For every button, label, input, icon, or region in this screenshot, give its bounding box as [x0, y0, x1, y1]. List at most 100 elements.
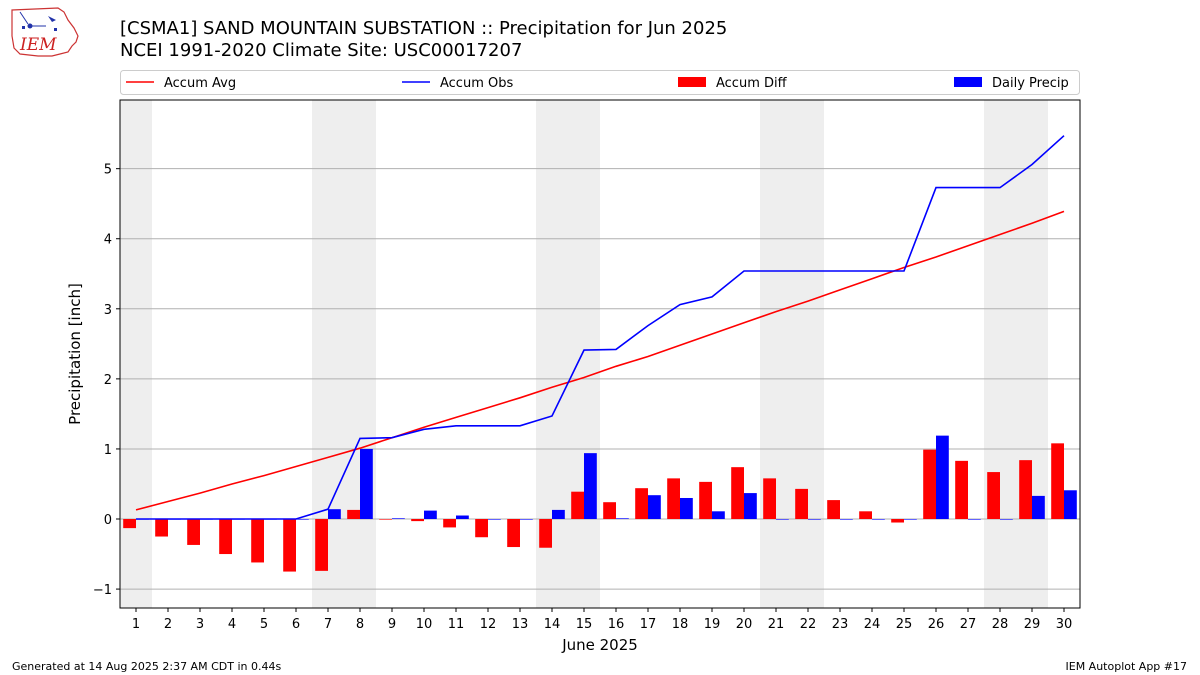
accum-diff-bar	[699, 481, 712, 520]
daily-precip-bar	[488, 519, 501, 520]
daily-precip-bar	[1032, 495, 1045, 520]
daily-precip-bar	[712, 511, 725, 520]
weekend-band	[344, 100, 376, 608]
accum-diff-bar	[987, 472, 1000, 520]
y-axis-label: Precipitation [inch]	[66, 283, 84, 425]
daily-precip-bar	[872, 519, 885, 520]
accum-diff-bar	[955, 460, 968, 520]
accum-diff-bar	[763, 478, 776, 520]
accum-diff-bar	[187, 519, 200, 545]
x-tick-label: 30	[1056, 617, 1073, 632]
daily-precip-bar	[360, 448, 373, 520]
accum-diff-bar	[283, 519, 296, 572]
x-tick-label: 2	[164, 617, 172, 632]
x-tick-label: 5	[260, 617, 268, 632]
accum-diff-bar	[379, 519, 392, 520]
x-tick-label: 25	[896, 617, 913, 632]
iem-logo: IEM	[8, 6, 82, 62]
x-tick-label: 11	[448, 617, 465, 632]
x-tick-label: 13	[512, 617, 529, 632]
accum-diff-bar	[827, 500, 840, 520]
daily-precip-bar	[904, 519, 917, 520]
x-tick-label: 26	[928, 617, 945, 632]
accum-diff-bar	[923, 449, 936, 520]
x-tick-label: 20	[736, 617, 753, 632]
weekend-band	[120, 100, 152, 608]
x-tick-label: 1	[132, 617, 140, 632]
accum-diff-bar	[731, 467, 744, 520]
accum-diff-bar	[123, 519, 136, 529]
x-axis-label: June 2025	[561, 636, 638, 654]
chart-title: [CSMA1] SAND MOUNTAIN SUBSTATION :: Prec…	[120, 18, 728, 39]
daily-precip-bar	[648, 495, 661, 520]
accum-diff-bar	[571, 491, 584, 520]
daily-precip-bar	[1064, 490, 1077, 520]
accum-diff-bar	[219, 519, 232, 555]
x-tick-label: 17	[640, 617, 657, 632]
accum-diff-bar	[475, 519, 488, 538]
footer-app-id: IEM Autoplot App #17	[1065, 660, 1188, 673]
legend-box	[120, 70, 1080, 95]
accum-diff-bar	[859, 511, 872, 520]
accum-diff-bar	[507, 519, 520, 548]
legend-swatch-accum-diff	[678, 77, 706, 87]
legend-label-accum-obs: Accum Obs	[440, 76, 513, 91]
x-tick-label: 28	[992, 617, 1009, 632]
daily-precip-bar	[616, 518, 629, 520]
y-tick-label: 4	[104, 233, 112, 248]
legend-swatch-daily-precip	[954, 77, 982, 87]
daily-precip-bar	[936, 435, 949, 520]
x-tick-label: 23	[832, 617, 849, 632]
accum-diff-bar	[1051, 443, 1064, 520]
daily-precip-bar	[392, 518, 405, 520]
x-tick-label: 21	[768, 617, 785, 632]
x-tick-label: 29	[1024, 617, 1041, 632]
accum-diff-bar	[603, 502, 616, 520]
daily-precip-bar	[680, 497, 693, 520]
y-tick-label: 1	[104, 443, 112, 458]
daily-precip-bar	[1000, 519, 1013, 520]
x-tick-label: 24	[864, 617, 881, 632]
y-tick-label: 3	[104, 303, 112, 318]
weekend-band	[792, 100, 824, 608]
accum-diff-bar	[347, 509, 360, 520]
chart-subtitle: NCEI 1991-2020 Climate Site: USC00017207	[120, 40, 523, 61]
daily-precip-bar	[296, 519, 309, 520]
daily-precip-bar	[584, 453, 597, 520]
daily-precip-bar	[776, 519, 789, 520]
x-tick-label: 14	[544, 617, 561, 632]
accum-obs-line	[136, 135, 1065, 520]
daily-precip-bar	[328, 509, 341, 520]
x-tick-label: 3	[196, 617, 204, 632]
legend-label-daily-precip: Daily Precip	[992, 76, 1069, 91]
daily-precip-bar	[520, 519, 533, 520]
daily-precip-bar	[552, 509, 565, 520]
accum-diff-bar	[155, 519, 168, 537]
x-tick-label: 8	[356, 617, 364, 632]
daily-precip-bar	[840, 519, 853, 520]
legend-label-accum-diff: Accum Diff	[716, 76, 788, 91]
y-tick-label: 5	[104, 163, 112, 178]
accum-diff-bar	[1019, 460, 1032, 520]
x-tick-label: 12	[480, 617, 497, 632]
x-tick-label: 10	[416, 617, 433, 632]
weekend-band	[984, 100, 1016, 608]
weekend-band	[760, 100, 792, 608]
plot-frame	[119, 99, 1081, 609]
daily-precip-bar	[808, 519, 821, 520]
accum-diff-bar	[539, 519, 552, 548]
footer-generated: Generated at 14 Aug 2025 2:37 AM CDT in …	[12, 660, 282, 673]
x-tick-label: 19	[704, 617, 721, 632]
x-tick-label: 4	[228, 617, 236, 632]
accum-diff-bar	[315, 519, 328, 571]
weekend-band	[1016, 100, 1048, 608]
daily-precip-bar	[424, 510, 437, 520]
y-tick-label: 2	[104, 373, 112, 388]
logo-text: IEM	[19, 35, 57, 55]
y-tick-label: 0	[104, 513, 112, 528]
accum-diff-bar	[251, 519, 264, 563]
weekend-band	[568, 100, 600, 608]
x-tick-label: 7	[324, 617, 332, 632]
accum-diff-bar	[635, 488, 648, 520]
